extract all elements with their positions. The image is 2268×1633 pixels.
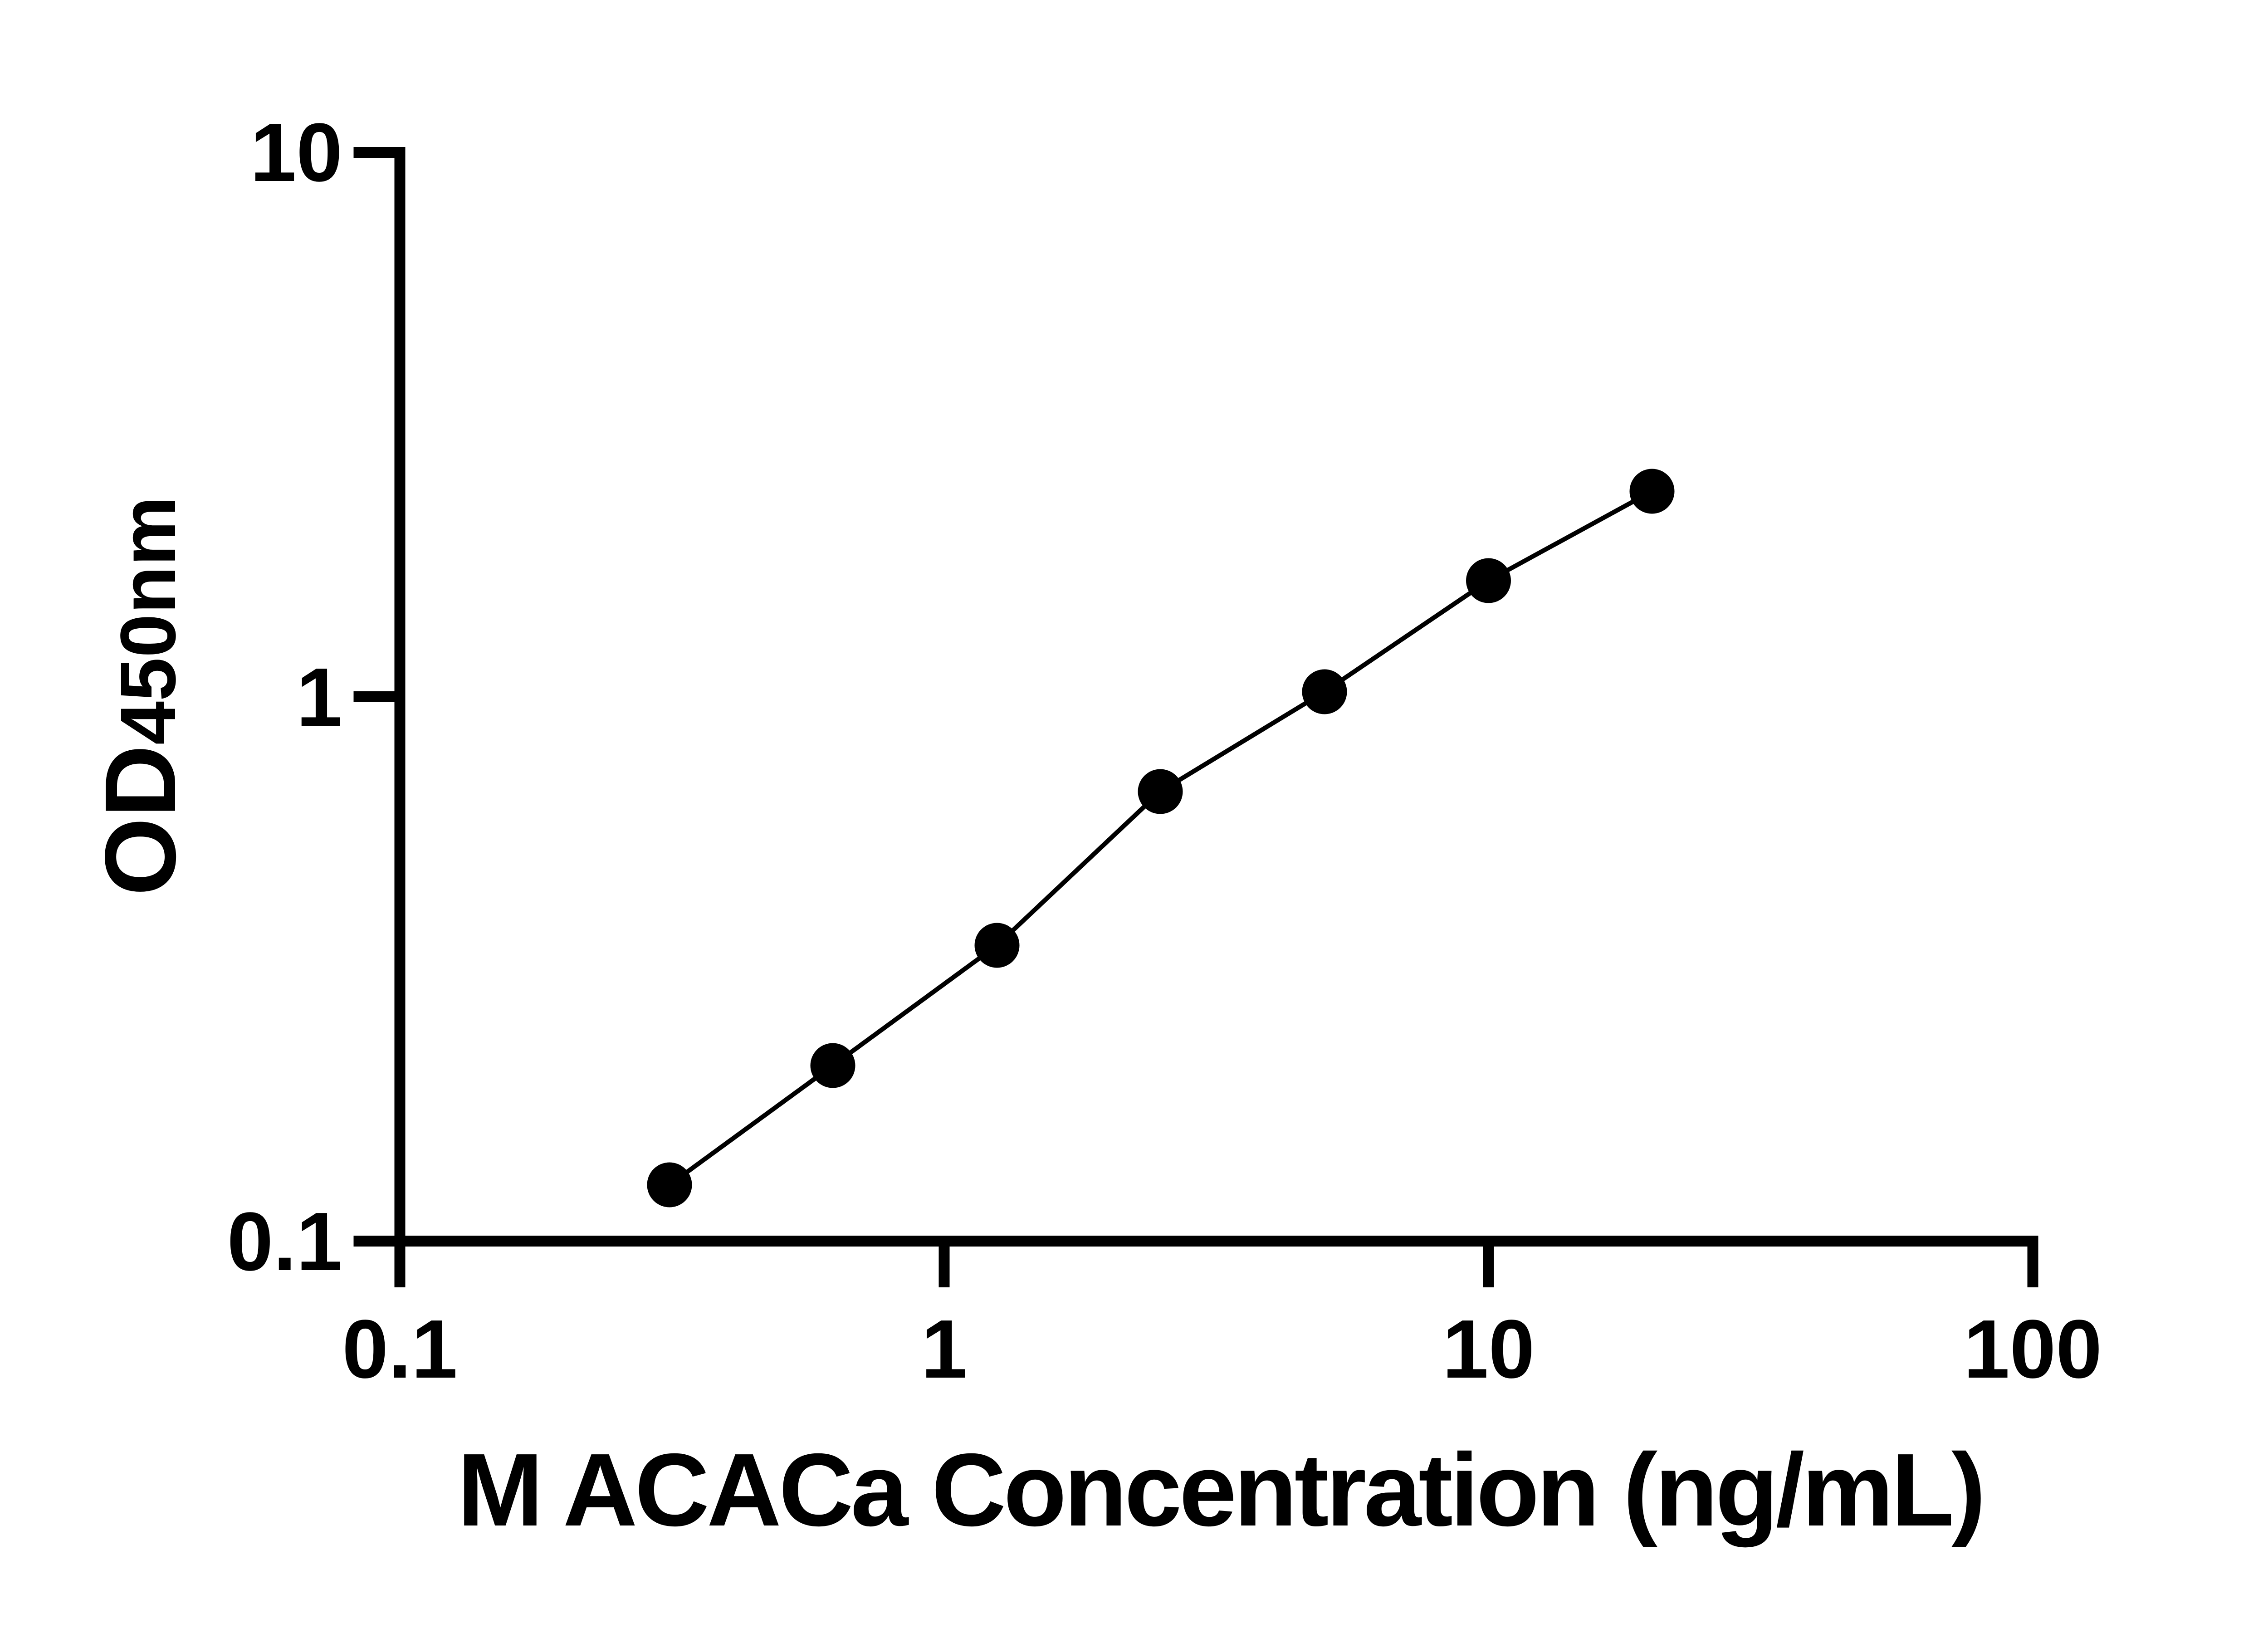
svg-text:0.1: 0.1 [342,1302,457,1395]
svg-text:0.1: 0.1 [227,1195,342,1288]
svg-text:10: 10 [250,106,342,199]
svg-text:10: 10 [1442,1302,1535,1395]
svg-text:1: 1 [296,650,342,743]
svg-text:100: 100 [1964,1302,2102,1395]
svg-text:M ACACa Concentration (ng/mL): M ACACa Concentration (ng/mL) [457,1433,1983,1548]
svg-text:1: 1 [921,1302,968,1395]
